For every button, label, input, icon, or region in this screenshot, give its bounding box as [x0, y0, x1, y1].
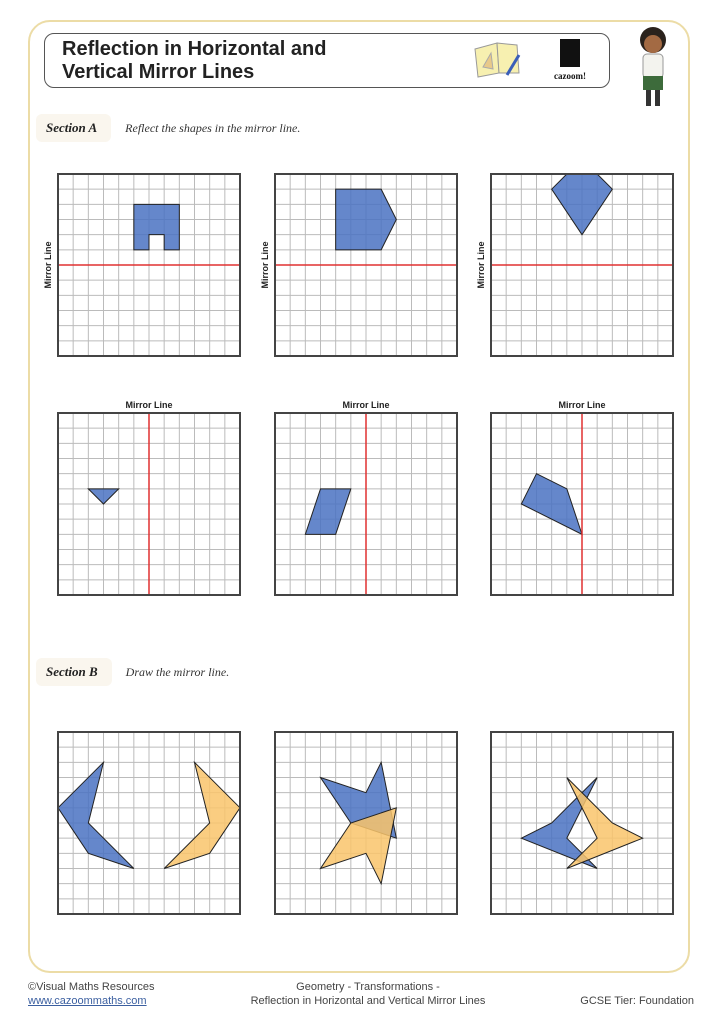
footer-center: Geometry - Transformations - Reflection …	[220, 980, 516, 1008]
title-box: Reflection in Horizontal and Vertical Mi…	[44, 33, 610, 88]
mirror-line-label: Mirror Line	[342, 400, 390, 410]
blue-shape	[87, 488, 120, 505]
grid-border	[490, 412, 674, 596]
grid-border	[274, 731, 458, 915]
page-frame	[28, 20, 690, 973]
topic-line-1: Geometry - Transformations -	[296, 981, 440, 993]
mascot-character	[640, 27, 666, 106]
geometry-book-icon	[474, 42, 521, 78]
logo-text: cazoom!	[554, 71, 586, 81]
question-a4-grid[interactable]	[57, 412, 241, 596]
copyright-text: ©Visual Maths Resources	[28, 981, 155, 993]
section-b-header: Section B Draw the mirror line.	[36, 657, 229, 687]
topic-line-2: Reflection in Horizontal and Vertical Mi…	[250, 995, 486, 1007]
grid-border	[57, 173, 241, 357]
tier-text: GCSE Tier: Foundation	[580, 995, 694, 1007]
title-line-1: Reflection in Horizontal and	[62, 38, 327, 60]
section-b-instruction: Draw the mirror line.	[125, 664, 230, 679]
footer-left: ©Visual Maths Resources www.cazoommaths.…	[28, 980, 155, 1008]
grid-border	[57, 412, 241, 596]
title-line-2: Vertical Mirror Lines	[62, 61, 255, 83]
grid-border	[274, 412, 458, 596]
question-a2-grid[interactable]	[274, 173, 458, 357]
question-b2-grid[interactable]	[274, 731, 458, 915]
section-a-instruction: Reflect the shapes in the mirror line.	[125, 120, 301, 135]
orange-shape	[319, 807, 397, 886]
grid-border	[490, 173, 674, 357]
grid-border	[490, 731, 674, 915]
website-link[interactable]: www.cazoommaths.com	[28, 995, 147, 1007]
question-b3-grid[interactable]	[490, 731, 674, 915]
question-a5-grid[interactable]	[274, 412, 458, 596]
mirror-line-label: Mirror Line	[125, 400, 173, 410]
question-a1-grid[interactable]	[57, 173, 241, 357]
mirror-line-label: Mirror Line	[558, 400, 606, 410]
section-a-label: Section A	[36, 114, 112, 142]
section-b-label: Section B	[36, 658, 112, 686]
blue-shape	[304, 488, 352, 535]
orange-shape	[566, 777, 644, 869]
mirror-line-label: Mirror Line	[43, 241, 53, 289]
grid-border	[274, 173, 458, 357]
question-a3-grid[interactable]	[490, 173, 674, 357]
question-b1-grid[interactable]	[57, 731, 241, 915]
blue-shape	[335, 188, 397, 251]
grid-border	[57, 731, 241, 915]
question-a6-grid[interactable]	[490, 412, 674, 596]
orange-shape	[163, 760, 241, 869]
mirror-line-label: Mirror Line	[476, 241, 486, 289]
cazoom-logo: cazoom!	[550, 39, 590, 83]
blue-shape	[551, 173, 613, 236]
page-title: Reflection in Horizontal and Vertical Mi…	[62, 38, 326, 84]
mirror-line-label: Mirror Line	[260, 241, 270, 289]
section-a-header: Section A Reflect the shapes in the mirr…	[36, 113, 300, 143]
blue-shape	[133, 203, 180, 251]
logo-mark	[560, 39, 580, 67]
blue-shape	[57, 760, 135, 869]
